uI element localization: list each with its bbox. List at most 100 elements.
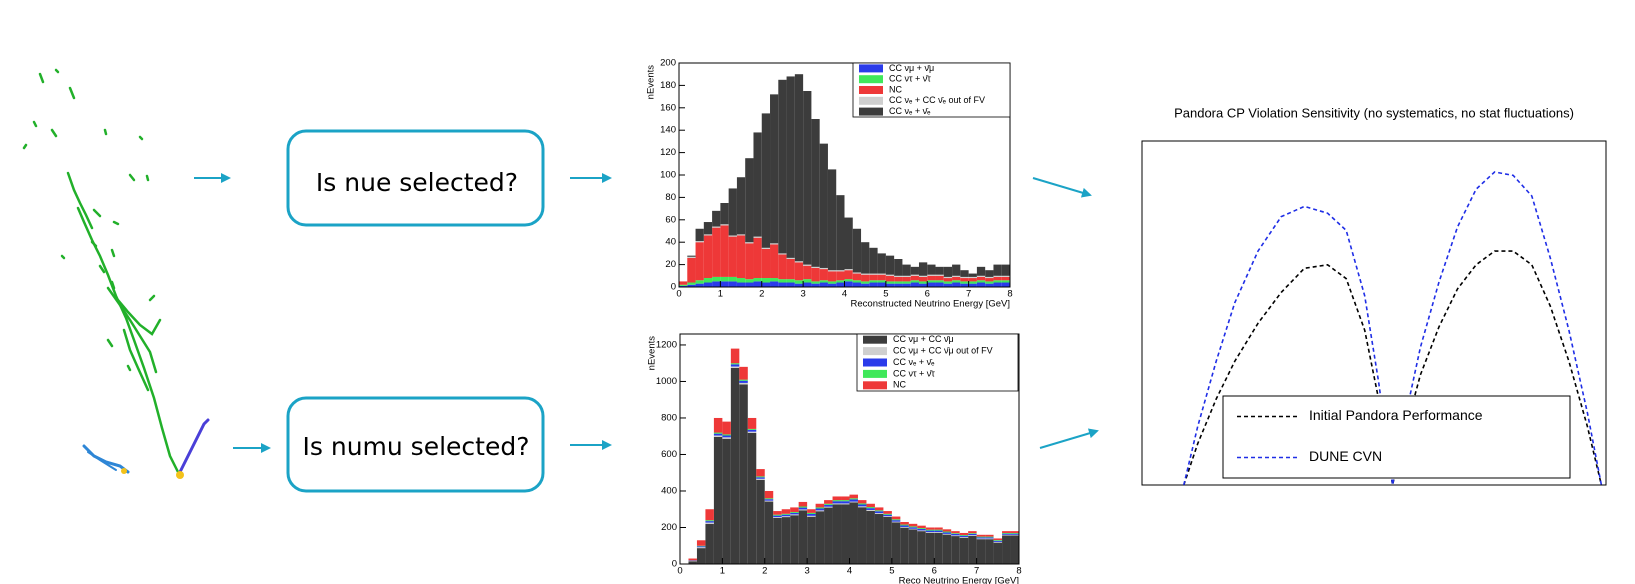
bar-segment — [753, 237, 762, 279]
bar-segment — [902, 264, 911, 276]
bar-segment — [807, 512, 816, 514]
bar-segment — [894, 259, 903, 276]
bar-segment — [960, 283, 969, 287]
bar-segment — [753, 281, 762, 287]
legend-label: CC ντ + ν̄τ — [889, 74, 931, 84]
bar-segment — [679, 281, 688, 285]
bar-segment — [1010, 533, 1019, 535]
legend-label: CC νₑ + ν̄ₑ — [889, 106, 931, 116]
bar-segment — [781, 509, 791, 514]
bar-segment — [910, 266, 919, 275]
bar-segment — [885, 255, 895, 275]
bar-segment — [985, 283, 994, 287]
bar-segment — [819, 280, 828, 283]
bar-segment — [705, 520, 714, 522]
bar-segment — [976, 537, 986, 539]
bar-segment — [832, 496, 842, 501]
bar-segment — [976, 282, 986, 287]
x-tick-label: 5 — [889, 566, 894, 577]
bar-segment — [1010, 532, 1019, 534]
bar-segment — [894, 283, 903, 287]
bar-segment — [773, 517, 782, 518]
legend-swatch — [859, 86, 883, 94]
legend-swatch — [863, 347, 887, 356]
x-tick-label: 6 — [932, 566, 937, 577]
bar-segment — [968, 535, 977, 536]
legend-swatch — [859, 107, 883, 116]
bar-segment — [815, 511, 825, 564]
bar-segment — [917, 528, 926, 529]
bar-segment — [695, 280, 704, 284]
bar-segment — [976, 275, 986, 277]
bar-segment — [786, 282, 795, 287]
bar-segment — [770, 281, 779, 287]
y-axis-title: nEvents — [646, 65, 657, 100]
y-tick-label: 180 — [660, 80, 676, 91]
legend-label: NC — [893, 380, 906, 390]
bar-segment — [786, 257, 795, 259]
bar-segment — [885, 275, 895, 282]
legend-swatch — [863, 369, 887, 378]
bar-segment — [836, 280, 845, 283]
bar-segment — [902, 283, 911, 287]
x-tick-label: 2 — [762, 566, 767, 577]
bar-segment — [993, 276, 1002, 281]
bar-segment — [1010, 535, 1019, 564]
bar-segment — [894, 281, 903, 284]
bar-segment — [1002, 534, 1011, 536]
bar-segment — [770, 94, 779, 244]
bar-segment — [844, 269, 853, 271]
bar-segment — [807, 509, 816, 513]
bar-segment — [819, 143, 828, 268]
bar-segment — [803, 264, 812, 266]
box-label: Is nue selected? — [316, 168, 518, 197]
bar-segment — [874, 507, 884, 511]
bar-segment — [827, 281, 837, 284]
bar-segment — [695, 242, 704, 281]
bar-segment — [756, 469, 765, 477]
bar-segment — [925, 532, 935, 564]
bar-segment — [705, 521, 714, 523]
bar-segment — [857, 506, 867, 508]
bar-segment — [696, 547, 706, 549]
bar-segment — [679, 284, 688, 286]
bar-segment — [891, 519, 901, 521]
bar-segment — [959, 532, 969, 535]
bar-segment — [951, 533, 960, 536]
bar-segment — [815, 503, 825, 508]
legend-swatch — [859, 64, 883, 73]
bar-segment — [824, 500, 833, 504]
x-axis-title: Reconstructed Neutrino Energy [GeV] — [851, 299, 1010, 310]
bar-segment — [942, 529, 952, 532]
bar-segment — [910, 282, 919, 287]
bar-segment — [747, 428, 757, 430]
bar-segment — [910, 274, 919, 276]
bar-segment — [778, 282, 787, 287]
bar-segment — [824, 506, 833, 508]
bar-segment — [900, 522, 909, 525]
x-tick-label: 0 — [676, 289, 681, 300]
bar-segment — [908, 526, 918, 528]
bar-segment — [952, 280, 961, 283]
bar-segment — [877, 274, 886, 281]
bar-segment — [811, 283, 820, 287]
bar-segment — [790, 507, 799, 512]
bar-segment — [832, 500, 842, 502]
bar-segment — [730, 363, 740, 365]
bar-segment — [736, 278, 746, 283]
bar-segment — [866, 507, 875, 509]
y-tick-label: 200 — [661, 522, 677, 533]
bar-segment — [927, 282, 936, 287]
bar-segment — [753, 132, 762, 237]
bar-segment — [959, 537, 969, 564]
bar-segment — [696, 546, 706, 548]
bar-segment — [874, 510, 884, 512]
bar-segment — [761, 278, 771, 283]
bar-segment — [730, 366, 740, 368]
bar-segment — [934, 527, 943, 530]
bar-segment — [943, 276, 953, 279]
bar-segment — [1002, 531, 1011, 533]
bar-segment — [824, 507, 833, 564]
bar-segment — [790, 514, 799, 516]
bar-segment — [811, 266, 820, 268]
